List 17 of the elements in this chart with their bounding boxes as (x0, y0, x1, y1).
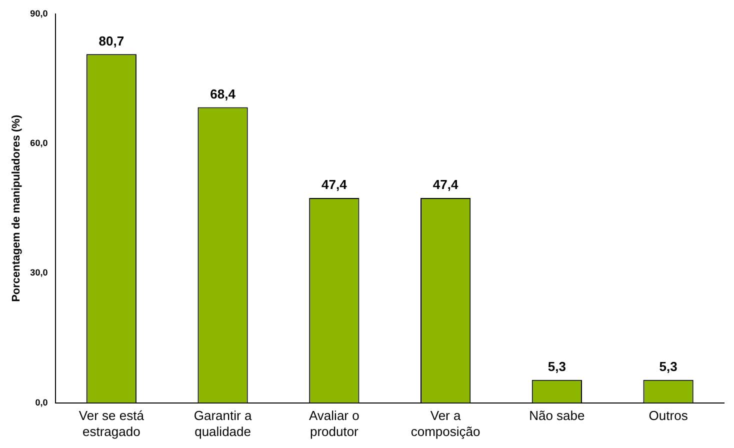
data-label: 5,3 (548, 358, 566, 374)
data-label: 47,4 (432, 177, 459, 192)
y-tick-label: 30,0 (30, 268, 48, 278)
x-tick-label: Ver se está estragado (78, 408, 145, 439)
data-label: 47,4 (322, 177, 348, 192)
x-tick-label: Garantir a qualidade (194, 408, 252, 439)
x-tick-label: Ver a composição (410, 408, 480, 439)
x-tick-label: Não sabe (529, 408, 585, 424)
y-tick-label: 60,0 (30, 138, 48, 148)
data-label: 68,4 (210, 86, 236, 102)
y-tick-label: 0,0 (35, 397, 48, 408)
x-tick-label: Avaliar o produtor (308, 408, 360, 439)
y-axis-title: Porcentagem de manipuladores (%) (10, 114, 23, 302)
y-tick-label: 90,0 (30, 8, 48, 18)
data-label: 5,3 (659, 358, 678, 374)
x-tick-label: Outros (648, 408, 688, 424)
data-label: 80,7 (98, 33, 124, 48)
